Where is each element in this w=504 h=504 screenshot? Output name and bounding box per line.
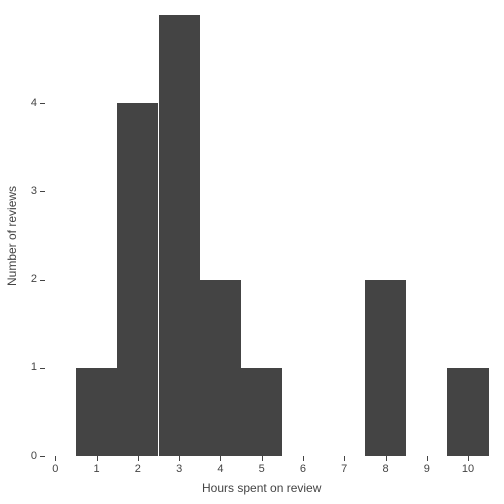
bar	[241, 368, 282, 456]
bar	[159, 15, 200, 456]
x-tick-label: 7	[334, 464, 354, 475]
x-tick-mark	[427, 456, 428, 461]
x-tick-mark	[97, 456, 98, 461]
x-tick-label: 6	[293, 464, 313, 475]
bar	[117, 103, 158, 456]
x-tick-label: 5	[252, 464, 272, 475]
x-tick-label: 10	[458, 464, 478, 475]
y-tick-label: 2	[17, 274, 37, 285]
x-tick-label: 1	[87, 464, 107, 475]
y-tick-mark	[40, 280, 45, 281]
y-tick-mark	[40, 103, 45, 104]
x-tick-mark	[220, 456, 221, 461]
x-tick-label: 0	[45, 464, 65, 475]
x-axis-label: Hours spent on review	[202, 481, 402, 495]
x-tick-label: 8	[376, 464, 396, 475]
histogram-chart: Number of reviews Hours spent on review …	[0, 0, 504, 504]
bar	[447, 368, 488, 456]
y-tick-mark	[40, 368, 45, 369]
y-tick-label: 0	[17, 451, 37, 462]
bar	[200, 280, 241, 456]
y-tick-mark	[40, 456, 45, 457]
y-tick-label: 3	[17, 186, 37, 197]
x-tick-mark	[262, 456, 263, 461]
x-tick-label: 2	[128, 464, 148, 475]
x-tick-mark	[55, 456, 56, 461]
x-tick-label: 9	[417, 464, 437, 475]
y-tick-mark	[40, 191, 45, 192]
x-tick-mark	[468, 456, 469, 461]
y-axis-label: Number of reviews	[5, 186, 19, 286]
y-tick-label: 4	[17, 98, 37, 109]
x-tick-mark	[344, 456, 345, 461]
plot-area	[45, 6, 499, 456]
x-tick-label: 4	[210, 464, 230, 475]
x-tick-mark	[179, 456, 180, 461]
y-tick-label: 1	[17, 362, 37, 373]
bar	[76, 368, 117, 456]
x-tick-label: 3	[169, 464, 189, 475]
x-tick-mark	[386, 456, 387, 461]
x-tick-mark	[138, 456, 139, 461]
bar	[365, 280, 406, 456]
x-tick-mark	[303, 456, 304, 461]
